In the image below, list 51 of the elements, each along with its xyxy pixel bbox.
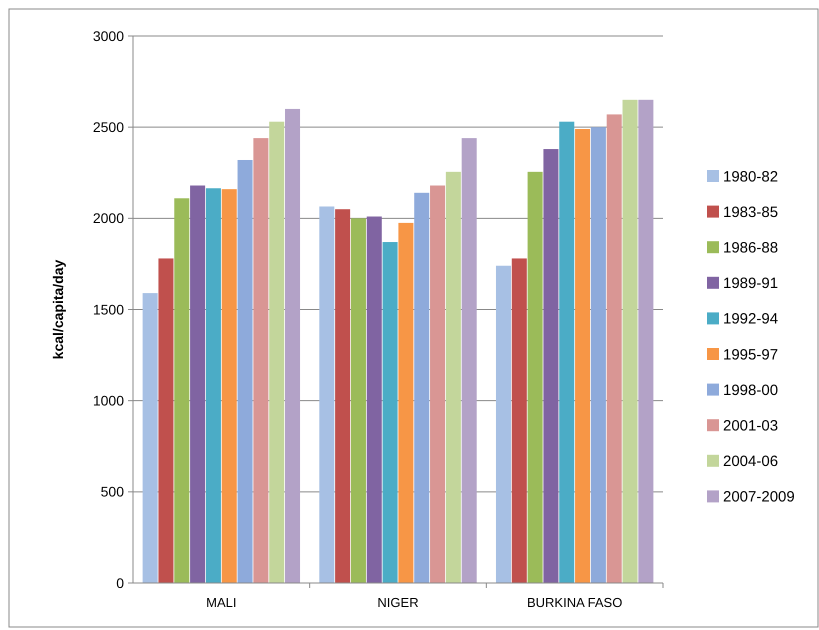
- y-tick-label: 1000: [92, 392, 124, 409]
- legend-label: 2007-2009: [723, 488, 795, 506]
- legend-label: 1998-00: [723, 382, 778, 399]
- x-tick-label: BURKINA FASO: [526, 595, 622, 610]
- bar: [350, 218, 366, 583]
- legend-label: 2004-06: [723, 453, 778, 470]
- legend-label: 1989-91: [723, 275, 778, 292]
- bar: [398, 222, 414, 583]
- bar: [158, 258, 174, 583]
- bar: [253, 138, 268, 583]
- bar: [222, 189, 237, 583]
- bar: [174, 198, 190, 583]
- bar: [319, 206, 334, 583]
- bar: [638, 100, 654, 583]
- bar: [335, 209, 350, 583]
- y-tick-label: 3000: [92, 28, 124, 44]
- bar: [496, 266, 511, 583]
- x-tick-label: MALI: [206, 595, 237, 610]
- bar: [382, 242, 398, 583]
- bar: [462, 138, 477, 583]
- x-tick-label: NIGER: [377, 595, 419, 610]
- bar: [285, 108, 300, 583]
- bar: [512, 258, 527, 583]
- bar: [430, 186, 446, 583]
- bar: [528, 172, 543, 583]
- bar: [206, 188, 221, 583]
- bar: [622, 100, 638, 583]
- legend-label: 1992-94: [723, 310, 778, 328]
- bar: [590, 127, 606, 583]
- bar: [606, 114, 622, 583]
- y-tick-label: 500: [100, 484, 124, 500]
- legend-label: 1986-88: [723, 239, 778, 256]
- y-tick-label: 2500: [92, 119, 124, 136]
- legend-label: 1983-85: [723, 204, 778, 221]
- legend-label: 2001-03: [723, 417, 778, 434]
- bar: [414, 192, 430, 583]
- y-axis-title: kcal/capita/day: [50, 259, 66, 360]
- bar: [543, 149, 558, 583]
- bar: [575, 128, 590, 583]
- bar: [446, 172, 461, 583]
- y-tick-label: 0: [116, 574, 124, 591]
- y-tick-label: 1500: [92, 301, 124, 318]
- bar: [190, 186, 206, 583]
- y-tick-label: 2000: [92, 210, 124, 226]
- legend-label: 1995-97: [723, 346, 778, 364]
- bar: [559, 122, 574, 583]
- bar: [142, 293, 158, 583]
- bar: [238, 160, 253, 583]
- bar: [366, 216, 382, 583]
- bar: [269, 122, 284, 583]
- legend-label: 1980-82: [723, 168, 778, 186]
